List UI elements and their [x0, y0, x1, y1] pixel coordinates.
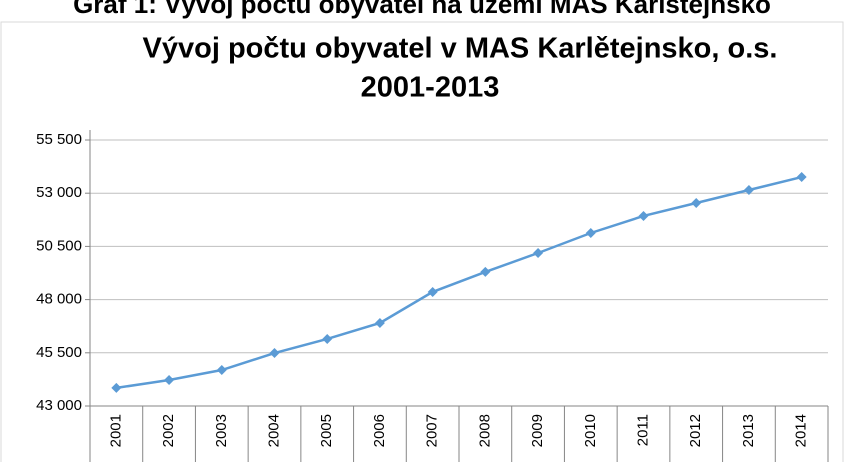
x-tick-label: 2009	[529, 414, 546, 447]
chart-title: 2001-2013	[361, 72, 500, 104]
marker	[322, 333, 333, 344]
x-tick-label: 2012	[687, 414, 704, 447]
x-tick-label: 2006	[371, 414, 388, 447]
y-tick-label: 45 500	[36, 344, 82, 361]
y-tick-label: 55 500	[36, 131, 82, 148]
marker	[164, 375, 175, 386]
x-tick-label: 2007	[424, 414, 441, 447]
y-tick-label: 48 000	[36, 291, 82, 308]
y-tick-label: 43 000	[36, 397, 82, 414]
x-tick-label: 2002	[160, 414, 177, 447]
marker	[691, 197, 702, 208]
chart-title: Vývoj počtu obyvatel v MAS Karlětejnsko,…	[143, 33, 778, 65]
marker	[427, 286, 438, 297]
x-tick-label: 2010	[582, 414, 599, 447]
marker	[374, 318, 385, 329]
marker	[585, 227, 596, 238]
x-tick-label: 2008	[476, 414, 493, 447]
marker	[796, 172, 807, 183]
y-tick-label: 50 500	[36, 237, 82, 254]
caption: Graf 1: Vývoj počtu obyvatel na území MA…	[73, 0, 771, 19]
y-tick-label: 53 000	[36, 184, 82, 201]
x-tick-label: 2011	[634, 414, 651, 446]
x-tick-label: 2003	[213, 414, 230, 447]
x-tick-label: 2004	[265, 414, 282, 447]
marker	[269, 348, 280, 359]
marker	[111, 382, 122, 393]
marker	[216, 365, 227, 376]
marker	[743, 185, 754, 196]
marker	[480, 266, 491, 277]
x-tick-label: 2014	[793, 414, 810, 447]
chart-border	[0, 21, 844, 462]
x-tick-label: 2013	[740, 414, 757, 447]
line	[116, 175, 802, 390]
marker	[638, 210, 649, 221]
x-tick-label: 2005	[318, 414, 335, 447]
x-tick-label: 2001	[107, 414, 124, 447]
marker	[533, 247, 544, 258]
